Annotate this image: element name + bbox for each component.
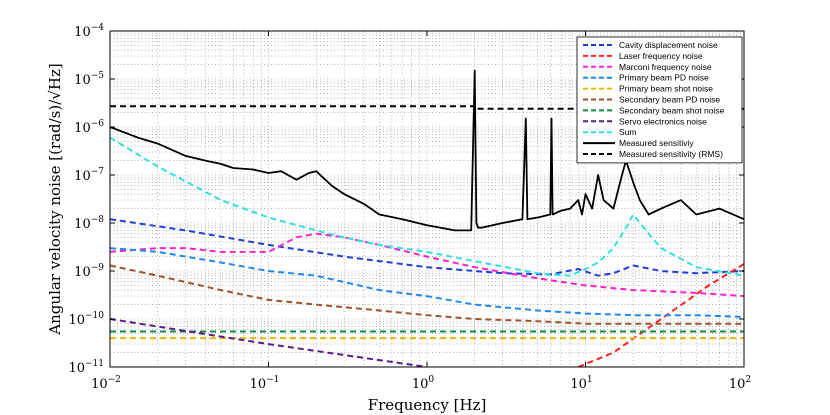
x-tick-label: 10−2 <box>91 375 121 392</box>
legend-label: Cavity displacement noise <box>619 40 718 50</box>
series-line-secondary-beam-pd-noise <box>110 264 744 325</box>
y-tick-label: 10−4 <box>74 23 104 40</box>
y-tick-label: 10−11 <box>68 359 104 376</box>
y-tick-label: 10−5 <box>74 71 104 88</box>
y-tick-label: 10−9 <box>74 263 104 280</box>
legend-label: Marconi frequency noise <box>619 62 712 72</box>
legend-label: Servo electronics noise <box>619 116 707 126</box>
series-line-servo-electronics-noise <box>110 318 428 367</box>
x-tick-label: 101 <box>570 375 592 392</box>
series-line-measured-sensitiviy <box>110 69 744 232</box>
ticks <box>109 30 745 368</box>
series-line-marconi-frequency-noise <box>110 232 744 298</box>
y-tick-label: 10−8 <box>74 215 104 232</box>
x-tick-label: 102 <box>729 375 751 392</box>
series-line-primary-beam-pd-noise <box>110 247 744 318</box>
y-axis-label: Angular velocity noise [(rad/s)/√Hz] <box>46 63 64 335</box>
x-tick-label: 100 <box>412 375 435 392</box>
legend-label: Laser frequency noise <box>619 51 703 61</box>
y-tick-label: 10−10 <box>68 311 104 328</box>
legend-box <box>576 36 743 164</box>
x-axis-label: Frequency [Hz] <box>368 396 487 414</box>
legend-label: Measured sensitivity (RMS) <box>619 149 723 159</box>
y-tick-label: 10−7 <box>74 167 104 184</box>
legend-label: Primary beam PD noise <box>619 73 709 83</box>
y-tick-label: 10−6 <box>74 119 104 136</box>
legend-label: Measured sensitiviy <box>619 138 694 148</box>
series-line-cavity-displacement-noise <box>110 218 744 277</box>
tick-labels: 10−2 10−1 100 101 102 10−11 10−10 10−9 10−8 10−7 1… <box>68 23 751 392</box>
legend-label: Secondary beam PD noise <box>619 95 720 105</box>
legend-label: Primary beam shot noise <box>619 84 713 94</box>
x-tick-label: 10−1 <box>250 375 280 392</box>
legend-label: Sum <box>619 127 636 137</box>
legend-label: Secondary beam shot noise <box>619 105 725 115</box>
series-line-laser-frequency-noise <box>577 263 744 367</box>
series-layer <box>110 69 744 367</box>
